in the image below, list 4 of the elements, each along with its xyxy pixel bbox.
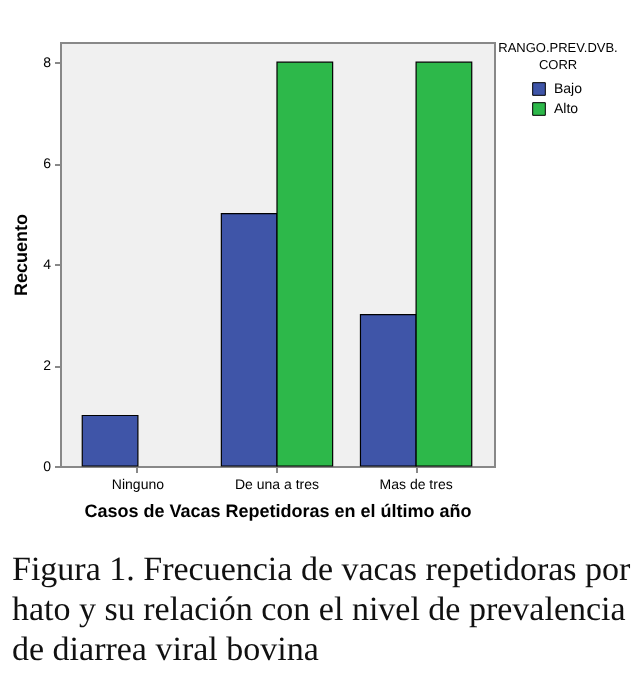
bar (81, 414, 139, 467)
x-axis-title: Casos de Vacas Repetidoras en el último año (84, 501, 473, 521)
y-axis-title: Recuento (11, 213, 32, 297)
text: Figura 1. Frecuencia de vacas repetidoras por hato y su relación con el nivel de prevalencia de diarrea viral bovina (10, 548, 633, 670)
